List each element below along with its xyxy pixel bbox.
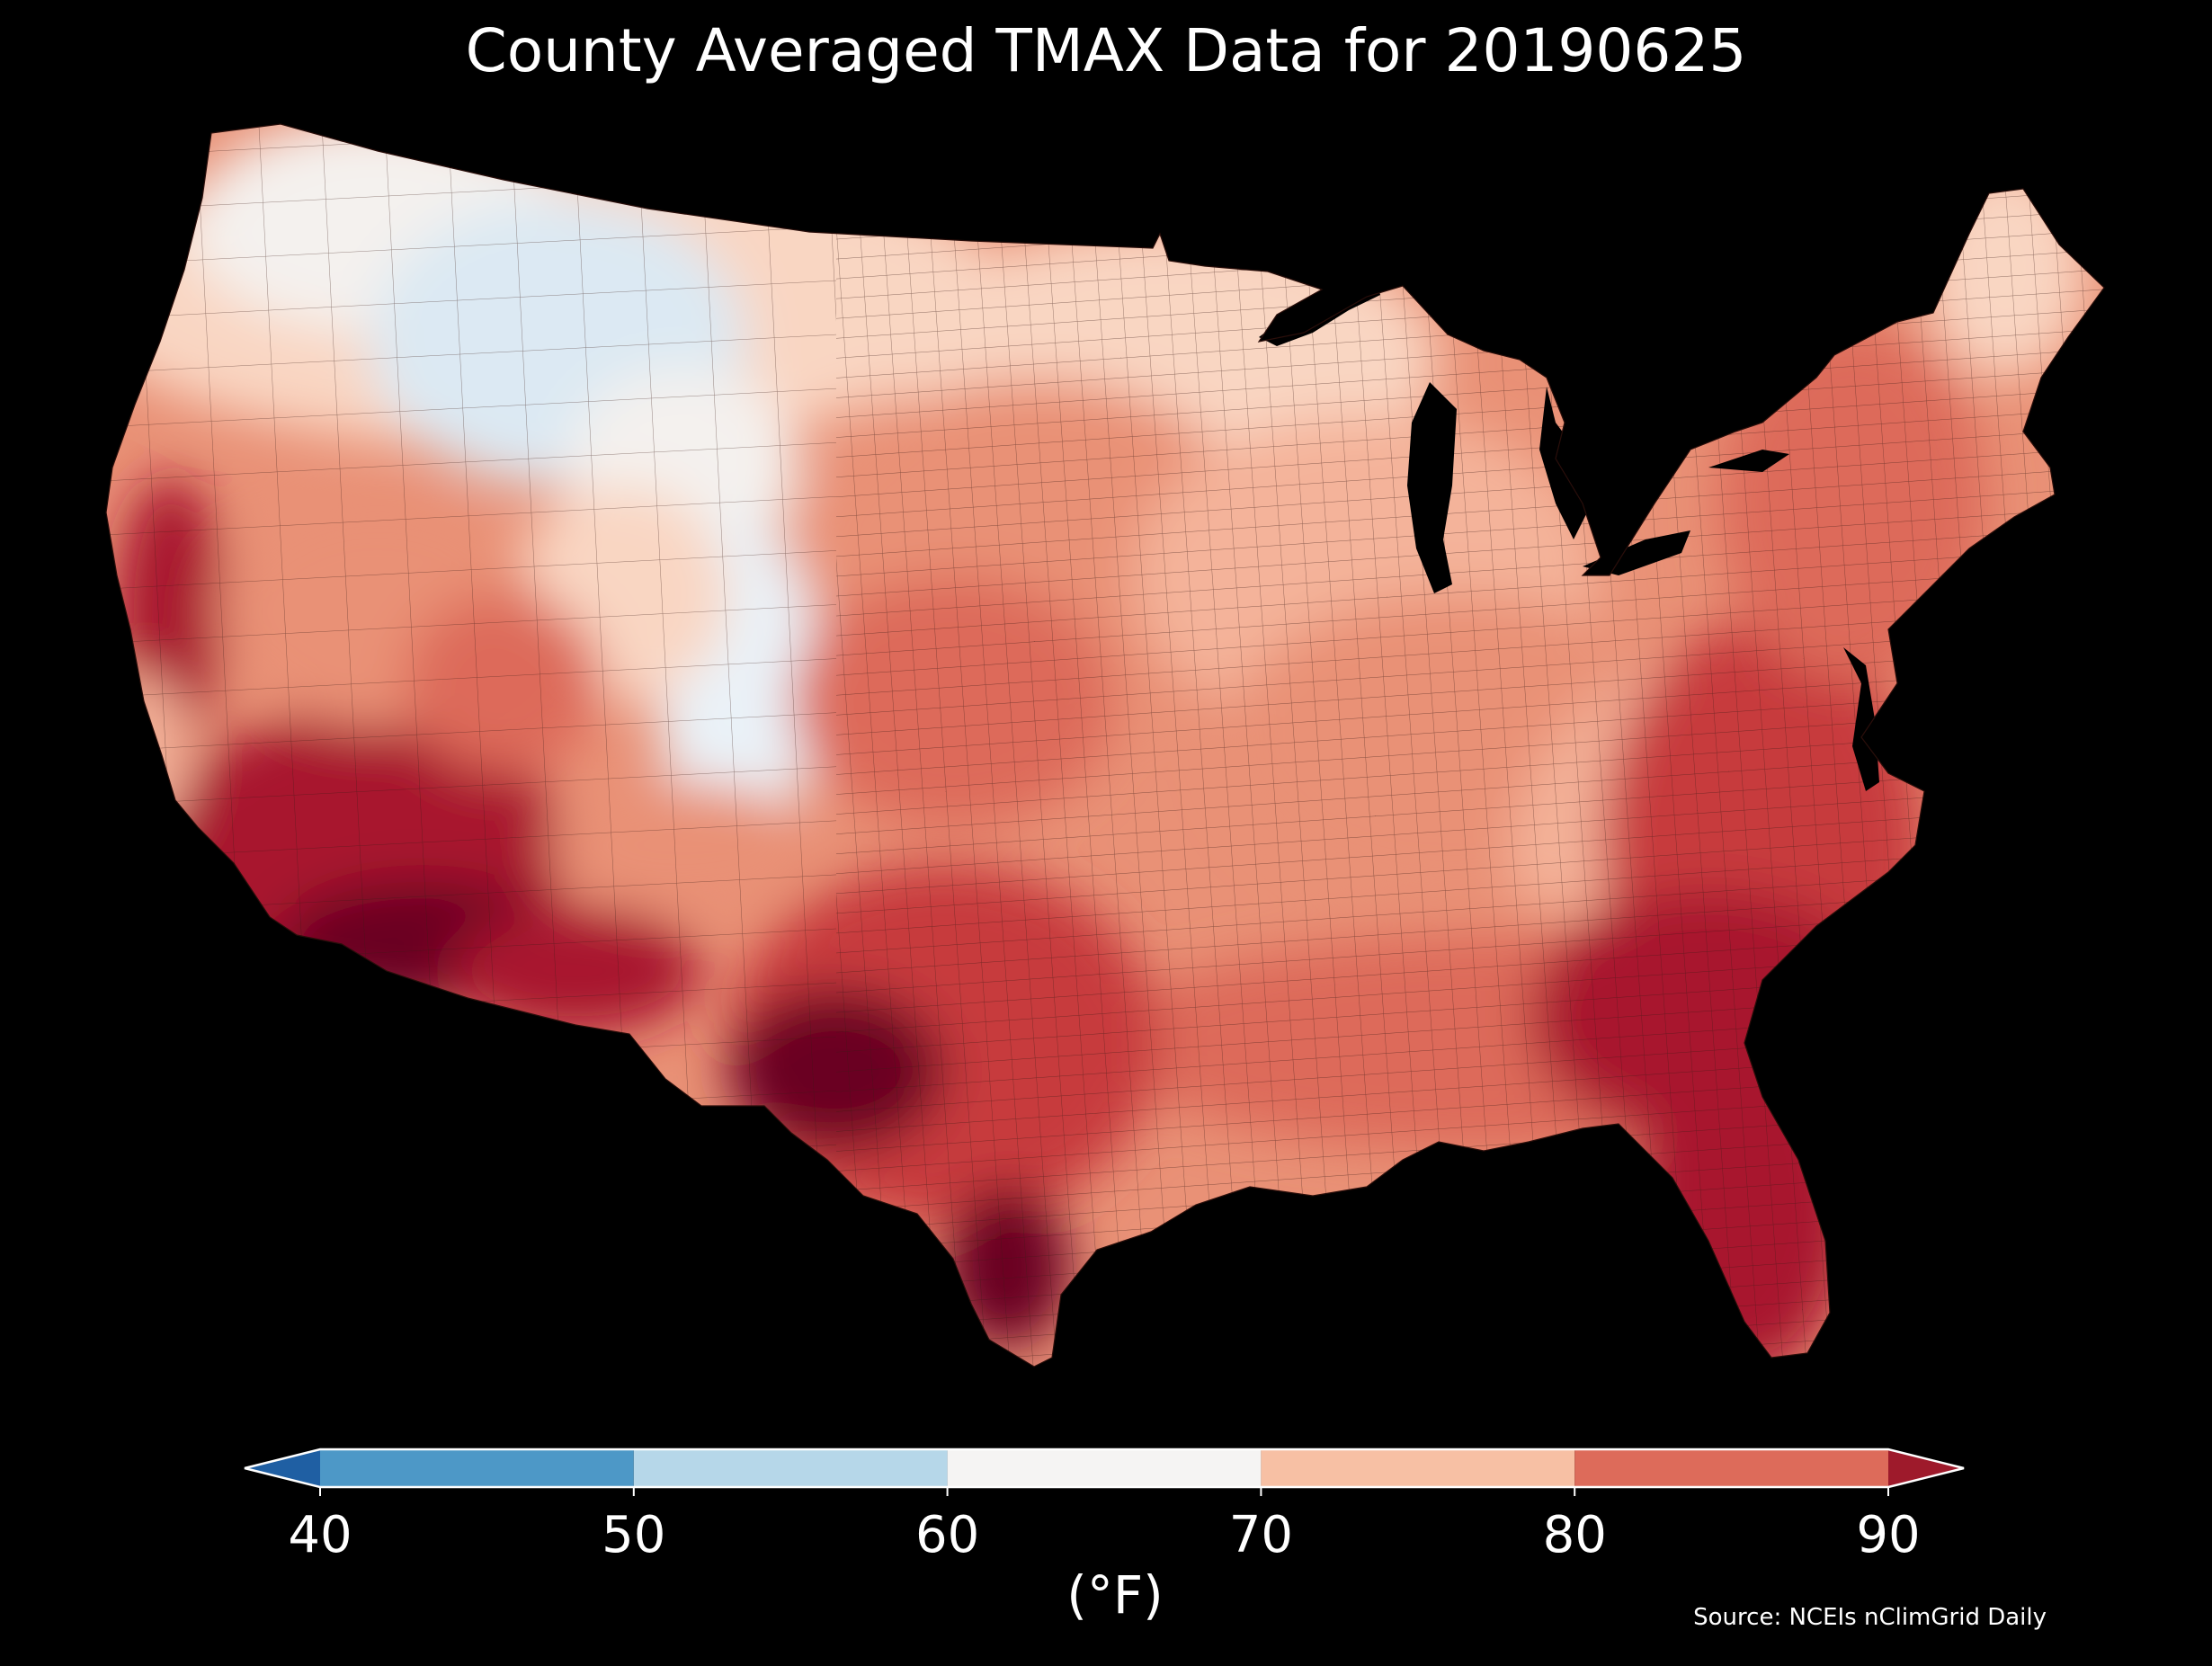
- county-fill-layer: [106, 124, 2104, 1367]
- county-temperature-map: [105, 123, 2105, 1368]
- colorbar: 40 50 60 70 80 90: [244, 1448, 1965, 1564]
- colorbar-tick-label: 60: [915, 1506, 979, 1564]
- colorbar-tick-label: 80: [1543, 1506, 1607, 1564]
- colorbar-tick-label: 40: [288, 1506, 352, 1564]
- colorbar-bin: [1261, 1449, 1575, 1487]
- colorbar-tick-label: 50: [602, 1506, 665, 1564]
- colorbar-ticks: 40 50 60 70 80 90: [288, 1487, 1921, 1564]
- colorbar-tick-label: 70: [1229, 1506, 1293, 1564]
- source-credit: Source: NCEIs nClimGrid Daily: [1693, 1604, 2047, 1631]
- map-title: County Averaged TMAX Data for 20190625: [465, 16, 1747, 85]
- colorbar-bin: [947, 1449, 1262, 1487]
- colorbar-bin: [633, 1449, 948, 1487]
- great-lakes: [1259, 283, 1789, 593]
- colorbar-extend-min: [245, 1449, 320, 1487]
- colorbar-bin: [1574, 1449, 1888, 1487]
- colorbar-tick-label: 90: [1856, 1506, 1920, 1564]
- map-area: County Averaged TMAX Data for 20190625: [105, 16, 2105, 1368]
- colorbar-extend-max: [1888, 1449, 1964, 1487]
- colorbar-units-label: (°F): [1066, 1564, 1164, 1626]
- us-border: [105, 123, 2105, 1368]
- colorbar-bin: [320, 1449, 634, 1487]
- colorbar-bins: [244, 1448, 1965, 1489]
